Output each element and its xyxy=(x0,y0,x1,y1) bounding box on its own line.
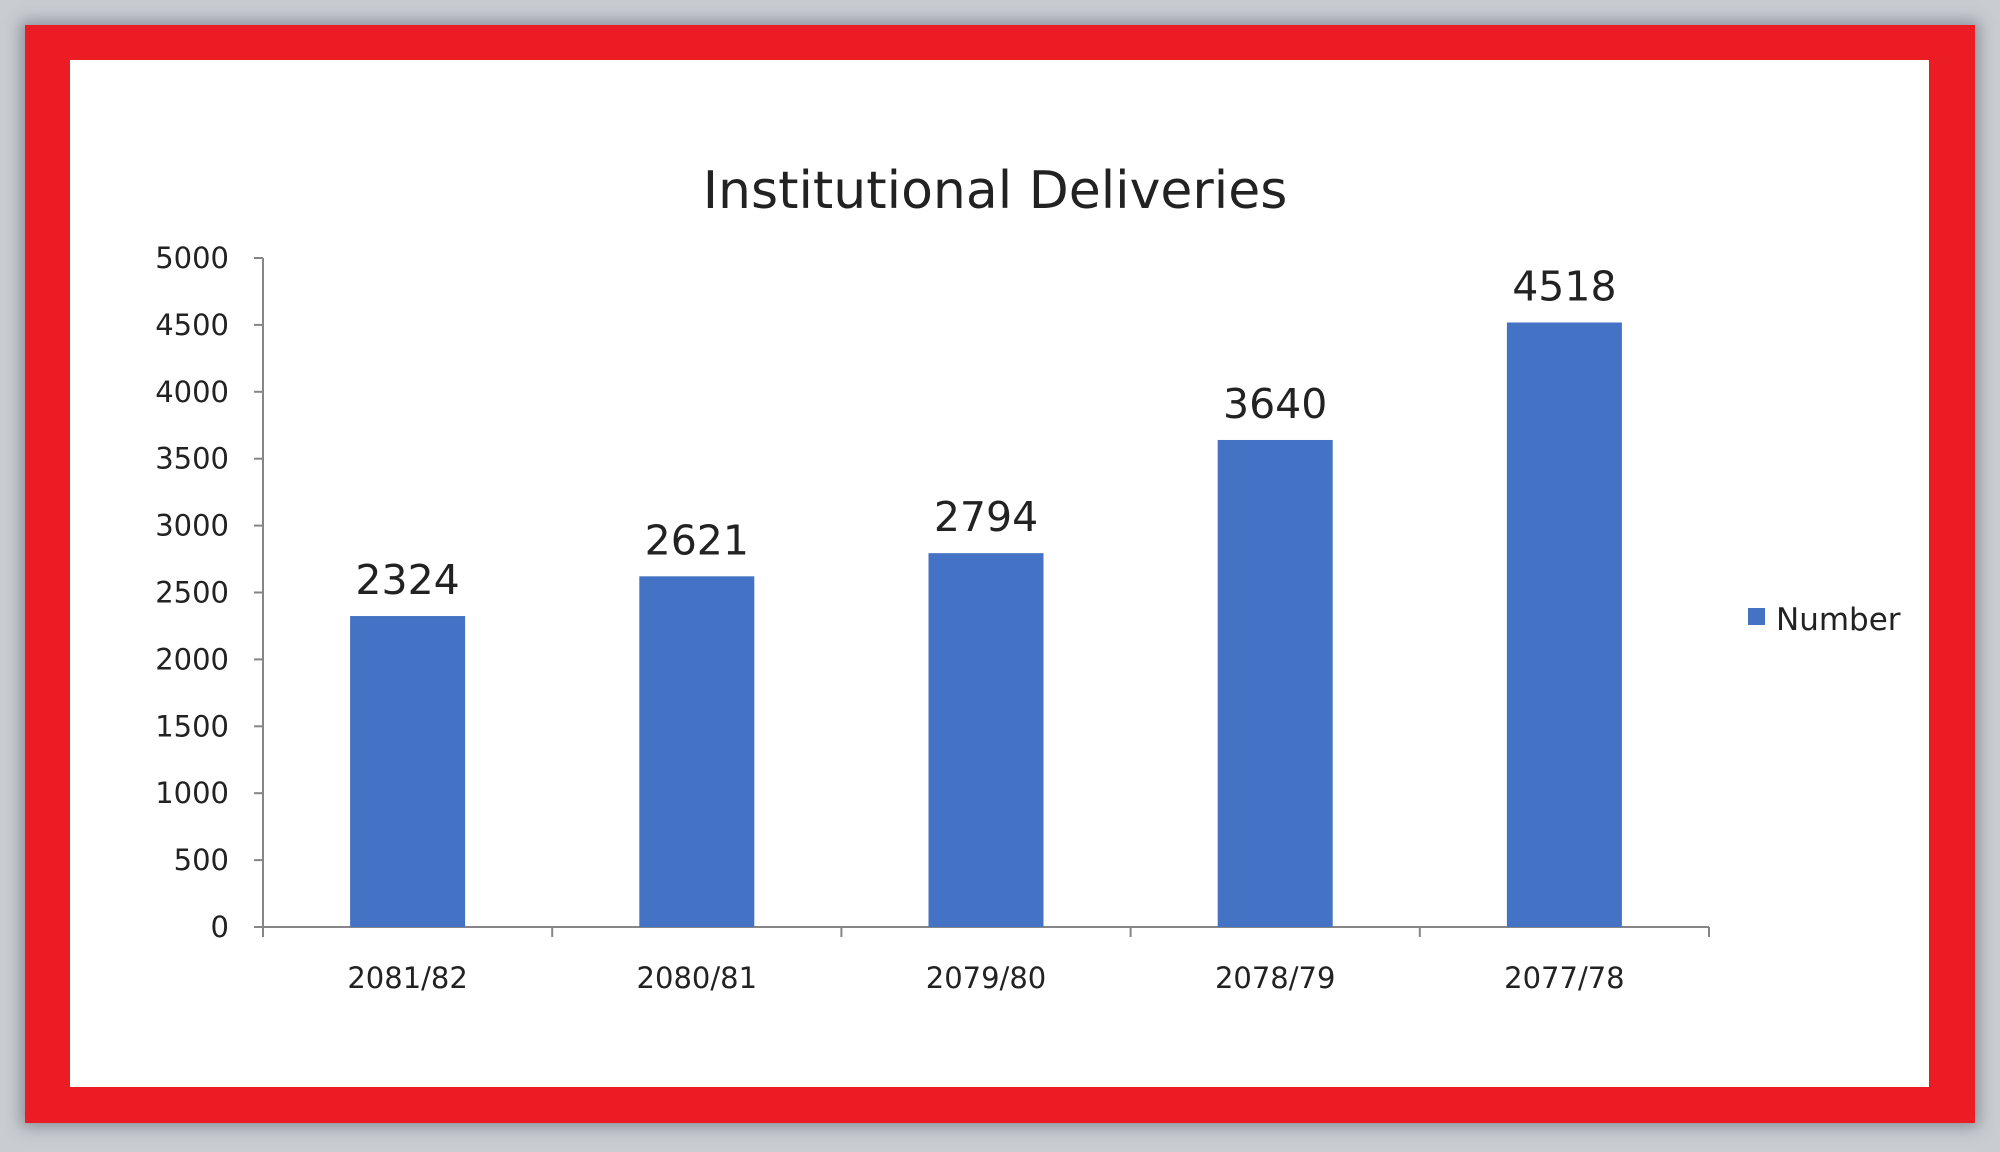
y-tick-label: 1500 xyxy=(155,709,229,743)
y-tick-label: 2500 xyxy=(155,576,229,610)
bar xyxy=(1506,322,1622,928)
data-label: 2621 xyxy=(645,516,749,564)
bar xyxy=(1217,439,1333,927)
x-tick-label: 2077/78 xyxy=(1504,961,1624,995)
y-tick-label: 2000 xyxy=(155,642,229,676)
bar xyxy=(350,616,466,927)
x-tick-label: 2078/79 xyxy=(1215,961,1335,995)
bar xyxy=(928,553,1044,927)
y-tick-label: 1000 xyxy=(155,776,229,810)
data-label: 2794 xyxy=(934,493,1038,541)
chart-title: Institutional Deliveries xyxy=(703,161,1288,221)
data-label: 3640 xyxy=(1223,380,1327,428)
y-tick-label: 3000 xyxy=(155,509,229,543)
legend: Number xyxy=(1748,602,1901,638)
x-tick-label: 2080/81 xyxy=(637,961,757,995)
x-tick-label: 2081/82 xyxy=(347,961,467,995)
y-tick-label: 3500 xyxy=(155,442,229,476)
x-tick-label: 2079/80 xyxy=(926,961,1046,995)
data-label: 4518 xyxy=(1512,262,1616,310)
y-tick-label: 0 xyxy=(211,910,229,944)
y-tick-label: 4000 xyxy=(155,375,229,409)
y-tick-label: 5000 xyxy=(155,241,229,275)
bar xyxy=(639,576,755,927)
y-tick-label: 500 xyxy=(174,843,229,877)
y-tick-label: 4500 xyxy=(155,308,229,342)
legend-label: Number xyxy=(1776,602,1901,638)
data-label: 2324 xyxy=(355,556,459,604)
legend-swatch xyxy=(1748,608,1765,625)
